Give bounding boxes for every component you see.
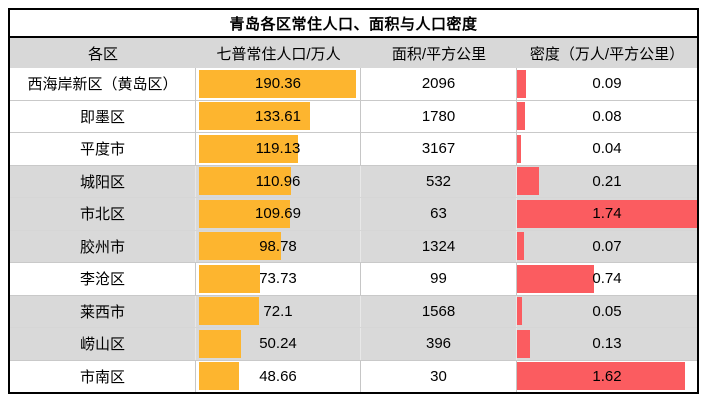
area-cell: 1780 <box>361 100 517 132</box>
density-value: 0.05 <box>592 302 622 320</box>
header-area: 面积/平方公里 <box>391 45 487 63</box>
district-cell: 市北区 <box>10 198 196 230</box>
district-cell: 城阳区 <box>10 165 196 197</box>
area-cell: 63 <box>361 198 517 230</box>
table-row: 李沧区 73.73 99 0.74 <box>10 262 697 295</box>
population-value: 133.61 <box>255 107 301 125</box>
area-cell: 2096 <box>361 68 517 100</box>
density-cell: 0.04 <box>517 133 697 165</box>
population-data-bar <box>199 297 259 326</box>
density-value: 0.09 <box>592 75 622 93</box>
density-data-bar <box>517 297 523 326</box>
density-data-bar <box>517 134 522 163</box>
population-cell: 72.1 <box>196 295 361 327</box>
area-cell: 3167 <box>361 133 517 165</box>
population-cell: 109.69 <box>196 198 361 230</box>
population-data-bar <box>199 102 310 131</box>
district-cell: 崂山区 <box>10 328 196 360</box>
density-value: 0.07 <box>592 237 622 255</box>
density-data-bar <box>517 167 539 196</box>
density-data-bar <box>517 199 697 228</box>
population-data-bar <box>199 264 260 293</box>
density-cell: 0.05 <box>517 296 697 328</box>
district-cell: 胶州市 <box>10 230 196 262</box>
density-value: 1.74 <box>592 205 622 223</box>
density-cell: 1.62 <box>517 361 697 393</box>
population-cell: 73.73 <box>196 263 361 295</box>
table-header: 各区 七普常住人口/万人 面积/平方公里 密度（万人/平方公里） <box>10 38 697 68</box>
density-data-bar <box>517 102 526 131</box>
area-cell: 532 <box>361 165 517 197</box>
table-row: 莱西市 72.1 1568 0.05 <box>10 294 697 328</box>
population-value: 48.66 <box>259 367 297 385</box>
area-cell: 99 <box>361 263 517 295</box>
population-cell: 110.96 <box>196 165 361 197</box>
district-cell: 平度市 <box>10 133 196 165</box>
table-row: 胶州市 98.78 1324 0.07 <box>10 229 697 263</box>
population-cell: 119.13 <box>196 133 361 165</box>
population-value: 190.36 <box>255 75 301 93</box>
density-cell: 0.08 <box>517 101 697 133</box>
population-value: 72.1 <box>263 302 293 320</box>
population-cell: 133.61 <box>196 100 361 132</box>
density-cell: 0.13 <box>517 328 697 360</box>
density-cell: 0.74 <box>517 263 697 295</box>
population-value: 50.24 <box>259 335 297 353</box>
population-data-bar <box>199 167 291 196</box>
density-value: 1.62 <box>592 367 622 385</box>
area-cell: 30 <box>361 360 517 392</box>
density-data-bar <box>517 329 531 358</box>
table-row: 崂山区 50.24 396 0.13 <box>10 327 697 360</box>
population-cell: 98.78 <box>196 230 361 262</box>
density-data-bar <box>517 232 525 261</box>
table-row: 平度市 119.13 3167 0.04 <box>10 132 697 165</box>
population-value: 73.73 <box>259 270 297 288</box>
population-data-bar <box>199 232 281 261</box>
table-row: 西海岸新区（黄岛区） 190.36 2096 0.09 <box>10 68 697 100</box>
area-cell: 1324 <box>361 230 517 262</box>
table-row: 市北区 109.69 63 1.74 <box>10 197 697 230</box>
population-cell: 190.36 <box>196 68 361 100</box>
population-data-bar <box>199 329 241 358</box>
population-cell: 50.24 <box>196 328 361 360</box>
density-value: 0.74 <box>592 270 622 288</box>
density-data-bar <box>517 362 685 391</box>
district-cell: 即墨区 <box>10 100 196 132</box>
population-data-bar <box>199 69 357 98</box>
population-table: 青岛各区常住人口、面积与人口密度 各区 七普常住人口/万人 面积/平方公里 密度… <box>8 8 699 394</box>
density-value: 0.04 <box>592 140 622 158</box>
header-population: 七普常住人口/万人 <box>216 45 341 63</box>
district-cell: 莱西市 <box>10 295 196 327</box>
density-cell: 0.07 <box>517 231 697 263</box>
density-value: 0.08 <box>592 107 622 125</box>
population-value: 119.13 <box>255 140 301 158</box>
table-title: 青岛各区常住人口、面积与人口密度 <box>10 10 697 38</box>
area-cell: 1568 <box>361 295 517 327</box>
table-row: 市南区 48.66 30 1.62 <box>10 359 697 393</box>
population-value: 109.69 <box>255 205 301 223</box>
density-value: 0.21 <box>592 172 622 190</box>
table-body: 西海岸新区（黄岛区） 190.36 2096 0.09 即墨区 133.61 1… <box>10 68 697 392</box>
header-district: 各区 <box>87 45 118 63</box>
density-cell: 1.74 <box>517 198 697 230</box>
table-row: 城阳区 110.96 532 0.21 <box>10 164 697 198</box>
population-data-bar <box>199 199 290 228</box>
density-data-bar <box>517 264 594 293</box>
population-value: 98.78 <box>259 237 297 255</box>
table-row: 即墨区 133.61 1780 0.08 <box>10 99 697 133</box>
density-cell: 0.21 <box>517 166 697 198</box>
density-value: 0.13 <box>592 335 622 353</box>
header-density: 密度（万人/平方公里） <box>529 45 685 63</box>
population-value: 110.96 <box>255 172 301 190</box>
district-cell: 市南区 <box>10 360 196 392</box>
district-cell: 李沧区 <box>10 263 196 295</box>
population-cell: 48.66 <box>196 360 361 392</box>
density-data-bar <box>517 69 527 98</box>
population-data-bar <box>199 362 240 391</box>
density-cell: 0.09 <box>517 68 697 100</box>
population-data-bar <box>199 134 298 163</box>
area-cell: 396 <box>361 328 517 360</box>
district-cell: 西海岸新区（黄岛区） <box>10 68 196 100</box>
